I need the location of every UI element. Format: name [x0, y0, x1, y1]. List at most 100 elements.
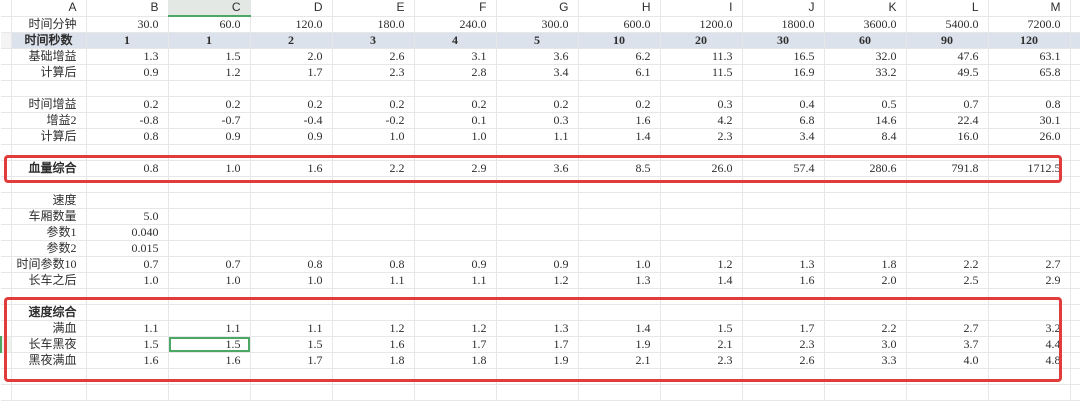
cell[interactable]: 2.2 — [906, 256, 989, 273]
cell[interactable]: 1.4 — [578, 128, 661, 145]
column-header-C[interactable]: C — [168, 0, 251, 17]
cell[interactable]: 2.0 — [250, 48, 333, 65]
cell[interactable]: 1 — [86, 32, 169, 49]
selected-cell[interactable]: 1.5 — [168, 336, 251, 353]
row-header-strip[interactable] — [1, 240, 12, 257]
cell[interactable]: 3.7 — [906, 336, 989, 353]
cell[interactable]: 5.0 — [86, 208, 169, 225]
cell[interactable]: 1.8 — [414, 352, 497, 369]
row-label-cell[interactable]: 参数1 — [11, 224, 87, 241]
cell[interactable]: 0.2 — [332, 96, 415, 113]
cell[interactable]: 0.9 — [86, 64, 169, 81]
cell[interactable]: 20 — [660, 32, 743, 49]
cell[interactable]: 600.0 — [578, 16, 661, 33]
empty-cell[interactable] — [86, 384, 169, 401]
empty-cell[interactable] — [332, 144, 415, 161]
row-header-strip[interactable] — [1, 384, 12, 401]
empty-cell[interactable] — [414, 208, 497, 225]
empty-cell[interactable] — [906, 176, 989, 193]
empty-cell[interactable] — [824, 192, 907, 209]
cell[interactable]: 0.9 — [414, 256, 497, 273]
cell[interactable]: 0.8 — [988, 96, 1071, 113]
empty-cell[interactable] — [988, 80, 1071, 97]
empty-cell[interactable] — [906, 224, 989, 241]
empty-cell[interactable] — [1070, 352, 1080, 369]
cell[interactable]: 3.2 — [988, 320, 1071, 337]
empty-cell[interactable] — [578, 80, 661, 97]
cell[interactable]: 120 — [988, 32, 1071, 49]
empty-cell[interactable] — [168, 80, 251, 97]
row-header-strip[interactable] — [1, 112, 12, 129]
empty-cell[interactable] — [496, 144, 579, 161]
empty-cell[interactable] — [414, 304, 497, 321]
row-header-strip[interactable] — [0, 336, 12, 353]
empty-cell[interactable] — [578, 224, 661, 241]
row-label-cell[interactable]: 计算后 — [11, 64, 87, 81]
cell[interactable]: 4.8 — [988, 352, 1071, 369]
empty-cell[interactable] — [86, 176, 169, 193]
cell[interactable]: 11.5 — [660, 64, 743, 81]
empty-cell[interactable] — [332, 304, 415, 321]
empty-cell[interactable] — [332, 240, 415, 257]
cell[interactable]: 1.3 — [496, 320, 579, 337]
cell[interactable]: 3600.0 — [824, 16, 907, 33]
empty-cell[interactable] — [332, 384, 415, 401]
empty-cell[interactable] — [496, 176, 579, 193]
row-label-cell[interactable]: 速度综合 — [11, 304, 87, 321]
cell[interactable]: 1.3 — [742, 256, 825, 273]
empty-cell[interactable] — [168, 240, 251, 257]
empty-cell[interactable] — [496, 192, 579, 209]
empty-cell[interactable] — [742, 240, 825, 257]
row-label-cell[interactable]: 速度 — [11, 192, 87, 209]
empty-cell[interactable] — [988, 384, 1071, 401]
empty-cell[interactable] — [742, 80, 825, 97]
empty-cell[interactable] — [168, 368, 251, 385]
column-header-D[interactable]: D — [250, 0, 333, 17]
row-header-strip[interactable] — [1, 208, 12, 225]
cell[interactable]: 3.6 — [496, 160, 579, 177]
cell[interactable]: 791.8 — [906, 160, 989, 177]
empty-cell[interactable] — [988, 240, 1071, 257]
cell[interactable]: 47.6 — [906, 48, 989, 65]
cell[interactable]: 0.7 — [906, 96, 989, 113]
empty-cell[interactable] — [86, 288, 169, 305]
cell[interactable]: 30 — [742, 32, 825, 49]
empty-cell[interactable] — [1070, 336, 1080, 353]
empty-cell[interactable] — [86, 192, 169, 209]
cell[interactable]: 4.4 — [988, 336, 1071, 353]
row-label-cell[interactable]: 长车之后 — [11, 272, 87, 289]
cell[interactable]: 1.0 — [250, 272, 333, 289]
row-header-strip[interactable] — [1, 352, 12, 369]
cell[interactable]: 2.2 — [332, 160, 415, 177]
empty-cell[interactable] — [332, 224, 415, 241]
empty-cell[interactable] — [1070, 224, 1080, 241]
cell[interactable]: 1.0 — [168, 160, 251, 177]
empty-cell[interactable] — [660, 304, 743, 321]
cell[interactable]: 1.5 — [250, 336, 333, 353]
row-header-strip[interactable] — [1, 32, 12, 49]
row-header-strip[interactable] — [1, 368, 12, 385]
cell[interactable]: 1.7 — [414, 336, 497, 353]
cell[interactable]: 3 — [332, 32, 415, 49]
empty-cell[interactable] — [250, 224, 333, 241]
empty-cell[interactable] — [168, 288, 251, 305]
empty-cell[interactable] — [250, 304, 333, 321]
empty-cell[interactable] — [1070, 320, 1080, 337]
column-header-E[interactable]: E — [332, 0, 415, 17]
cell[interactable]: 2.6 — [742, 352, 825, 369]
empty-cell[interactable] — [988, 176, 1071, 193]
cell[interactable]: 16.0 — [906, 128, 989, 145]
cell[interactable]: 6.1 — [578, 64, 661, 81]
empty-cell[interactable] — [660, 144, 743, 161]
cell[interactable]: 32.0 — [824, 48, 907, 65]
empty-cell[interactable] — [168, 224, 251, 241]
empty-cell[interactable] — [1070, 384, 1080, 401]
empty-cell[interactable] — [578, 368, 661, 385]
column-header-A[interactable]: A — [11, 0, 87, 17]
row-header-strip[interactable] — [1, 144, 12, 161]
cell[interactable]: 2.7 — [906, 320, 989, 337]
empty-cell[interactable] — [250, 208, 333, 225]
empty-cell[interactable] — [824, 368, 907, 385]
cell[interactable]: 3.1 — [414, 48, 497, 65]
cell[interactable]: 4.0 — [906, 352, 989, 369]
